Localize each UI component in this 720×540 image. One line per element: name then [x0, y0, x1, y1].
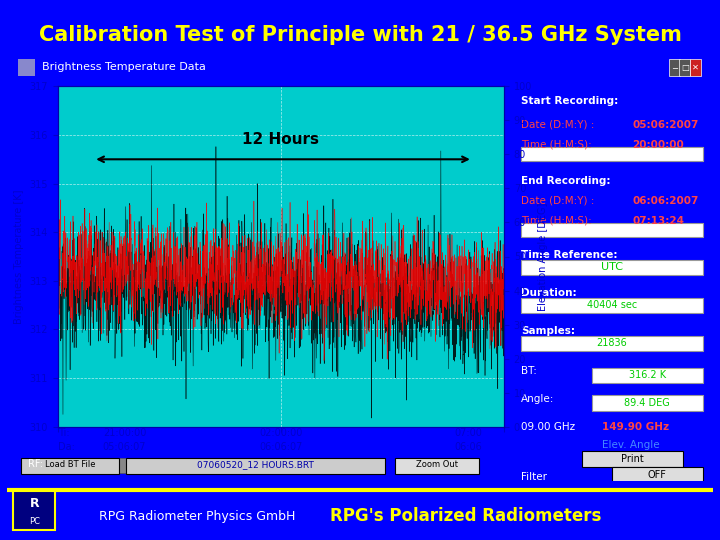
Text: Elev. Angle: Elev. Angle	[602, 440, 660, 450]
Bar	[521, 147, 703, 161]
Text: OFF: OFF	[648, 470, 667, 480]
Text: 316.2 K: 316.2 K	[629, 370, 666, 380]
Text: Time (H:M:S):: Time (H:M:S):	[521, 140, 592, 150]
Text: □: □	[681, 63, 689, 72]
Text: Samples:: Samples:	[521, 326, 575, 336]
Text: Print: Print	[621, 454, 644, 464]
Text: 40404 sec: 40404 sec	[587, 300, 637, 310]
Text: Time (H:M:S):: Time (H:M:S):	[521, 216, 592, 226]
Text: 07060520_12 HOURS.BRT: 07060520_12 HOURS.BRT	[197, 460, 314, 469]
Bar	[612, 468, 703, 483]
Bar	[669, 59, 680, 76]
Text: 06:06:2007: 06:06:2007	[632, 196, 698, 206]
Text: R: R	[30, 497, 39, 510]
Text: RPG Radiometer Physics GmbH: RPG Radiometer Physics GmbH	[99, 510, 295, 523]
Text: UTC: UTC	[601, 262, 623, 272]
Bar	[60, 458, 381, 473]
Text: Start Recording:: Start Recording:	[521, 96, 618, 106]
Bar	[690, 59, 701, 76]
Bar	[680, 59, 690, 76]
Text: RPG's Polarized Radiometers: RPG's Polarized Radiometers	[330, 507, 601, 525]
Text: Date (D:M:Y) :: Date (D:M:Y) :	[521, 120, 595, 130]
Text: 06:06:07: 06:06:07	[259, 442, 302, 453]
Y-axis label: Elevation Angle [DEG]: Elevation Angle [DEG]	[538, 202, 548, 310]
Text: 149.90 GHz: 149.90 GHz	[602, 422, 669, 431]
Text: RF:: RF:	[28, 460, 43, 469]
Bar	[582, 451, 683, 467]
Bar	[521, 260, 703, 275]
Text: 20:00:00: 20:00:00	[632, 140, 684, 150]
Bar	[18, 59, 35, 76]
Text: 07:00: 07:00	[454, 428, 482, 437]
Text: 89.4 DEG: 89.4 DEG	[624, 398, 670, 408]
Text: ─: ─	[672, 63, 677, 72]
Text: BT:: BT:	[521, 366, 537, 376]
Bar	[521, 223, 703, 237]
Text: Duration:: Duration:	[521, 288, 577, 298]
Text: 06:06: 06:06	[454, 442, 482, 453]
Text: 12 Hours: 12 Hours	[243, 132, 319, 147]
Bar	[521, 147, 703, 161]
Text: ✕: ✕	[692, 63, 698, 72]
Text: Calibration Test of Principle with 21 / 36.5 GHz System: Calibration Test of Principle with 21 / …	[39, 25, 681, 45]
Text: 21836: 21836	[597, 338, 627, 348]
Text: Zoom Out: Zoom Out	[416, 460, 458, 469]
Bar	[521, 335, 703, 351]
Bar	[592, 368, 703, 383]
Text: Ti:: Ti:	[58, 428, 69, 437]
Text: 02:00:00: 02:00:00	[259, 428, 302, 437]
Bar	[521, 298, 703, 313]
Text: 09.00 GHz: 09.00 GHz	[521, 422, 575, 431]
Text: Time Reference:: Time Reference:	[521, 250, 618, 260]
Text: Load BT File: Load BT File	[45, 460, 96, 469]
Text: Date (D:M:Y) :: Date (D:M:Y) :	[521, 196, 595, 206]
Text: Filter: Filter	[521, 471, 547, 482]
Text: 05:06:07: 05:06:07	[103, 442, 146, 453]
Bar	[22, 458, 120, 474]
Text: End Recording:: End Recording:	[521, 176, 611, 186]
Bar	[126, 458, 384, 474]
Text: PC: PC	[29, 517, 40, 525]
Text: Angle:: Angle:	[521, 394, 554, 404]
Y-axis label: Brightness Temperature [K]: Brightness Temperature [K]	[14, 189, 24, 324]
Bar	[592, 395, 703, 410]
Text: 05:06:2007: 05:06:2007	[632, 120, 698, 130]
Text: 21:00:00: 21:00:00	[103, 428, 146, 437]
Text: Brightness Temperature Data: Brightness Temperature Data	[42, 63, 206, 72]
Text: Da:: Da:	[58, 442, 74, 453]
Text: 07:13:24: 07:13:24	[632, 216, 684, 226]
Bar	[395, 458, 479, 474]
